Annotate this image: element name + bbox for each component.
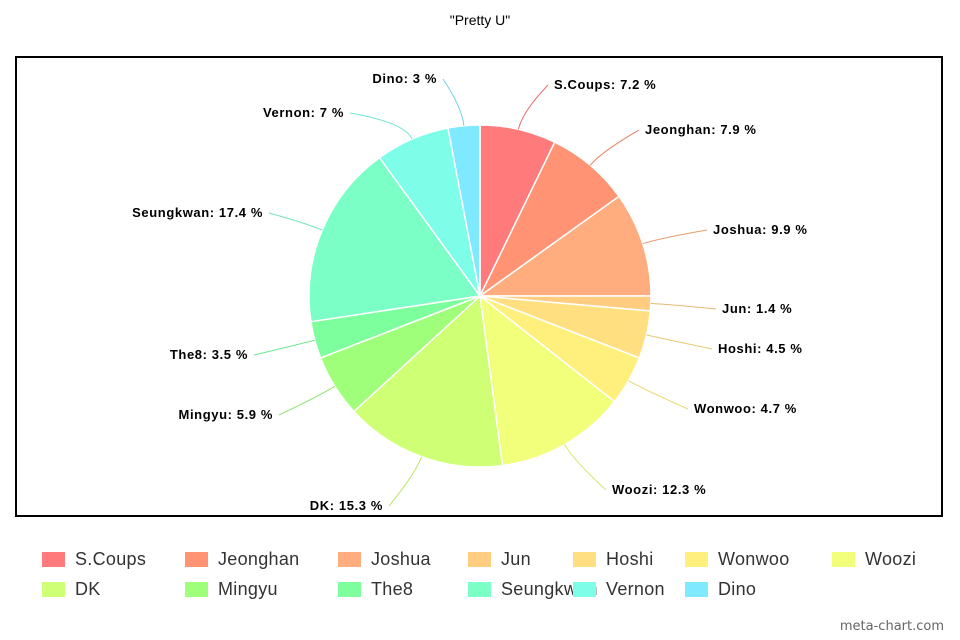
leader-line-the8 bbox=[253, 339, 315, 356]
legend-swatch bbox=[468, 551, 491, 567]
legend-swatch bbox=[42, 551, 65, 567]
slice-label-the8: The8: 3.5 % bbox=[170, 347, 248, 362]
slice-label-jeonghan: Jeonghan: 7.9 % bbox=[645, 122, 757, 137]
legend-swatch bbox=[685, 551, 708, 567]
legend-swatch bbox=[468, 581, 491, 597]
legend-label: Jeonghan bbox=[218, 548, 300, 569]
legend-swatch bbox=[685, 581, 708, 597]
legend-label: The8 bbox=[371, 578, 414, 599]
legend-item-mingyu[interactable]: Mingyu bbox=[185, 578, 278, 600]
legend-item-wonwoo[interactable]: Wonwoo bbox=[685, 548, 790, 570]
legend-label: Hoshi bbox=[606, 548, 654, 569]
leader-line-seungkwan bbox=[268, 212, 323, 231]
legend-label: Woozi bbox=[865, 548, 917, 569]
pie-slice-woozi bbox=[479, 294, 616, 467]
legend-label: S.Coups bbox=[75, 548, 147, 569]
legend-label: DK bbox=[75, 578, 101, 599]
slice-label-woozi: Woozi: 12.3 % bbox=[612, 482, 706, 497]
legend-swatch bbox=[338, 551, 361, 567]
chart-title: "Pretty U" bbox=[449, 12, 511, 28]
legend-swatch bbox=[832, 551, 855, 567]
leader-line-hoshi bbox=[646, 334, 713, 350]
watermark: meta-chart.com bbox=[839, 619, 944, 634]
legend-label: Dino bbox=[718, 578, 757, 599]
leader-line-mingyu bbox=[278, 385, 336, 416]
legend-swatch bbox=[185, 551, 208, 567]
slice-label-s-coups: S.Coups: 7.2 % bbox=[554, 77, 656, 92]
legend-label: Joshua bbox=[371, 548, 431, 569]
legend-item-jeonghan[interactable]: Jeonghan bbox=[185, 548, 299, 570]
slice-label-hoshi: Hoshi: 4.5 % bbox=[718, 341, 803, 356]
legend-swatch bbox=[185, 581, 208, 597]
leader-line-jeonghan bbox=[589, 129, 640, 166]
slice-label-joshua: Joshua: 9.9 % bbox=[713, 222, 808, 237]
legend-item-dk[interactable]: DK bbox=[42, 578, 101, 600]
legend-swatch bbox=[573, 551, 596, 567]
leader-line-joshua bbox=[642, 229, 708, 245]
legend-swatch bbox=[573, 581, 596, 597]
legend-label: Mingyu bbox=[218, 578, 278, 599]
leader-line-woozi bbox=[564, 444, 607, 491]
label-leader-lines bbox=[253, 78, 717, 507]
slice-label-vernon: Vernon: 7 % bbox=[263, 105, 344, 120]
legend-swatch bbox=[42, 581, 65, 597]
slice-label-seungkwan: Seungkwan: 17.4 % bbox=[132, 205, 263, 220]
plot-area-frame bbox=[15, 56, 943, 517]
leader-line-s-coups bbox=[517, 84, 549, 130]
leader-line-jun bbox=[650, 303, 717, 310]
slice-label-dk: DK: 15.3 % bbox=[310, 498, 383, 513]
slice-label-wonwoo: Wonwoo: 4.7 % bbox=[694, 401, 797, 416]
pie-slices bbox=[308, 124, 652, 468]
pie-slice-seungkwan bbox=[308, 156, 482, 323]
slice-label-jun: Jun: 1.4 % bbox=[722, 301, 792, 316]
leader-line-dk bbox=[388, 456, 423, 507]
legend-item-jun[interactable]: Jun bbox=[468, 548, 531, 570]
slice-label-dino: Dino: 3 % bbox=[372, 71, 437, 86]
legend-label: Wonwoo bbox=[718, 548, 790, 569]
slice-labels: S.Coups: 7.2 % Jeonghan: 7.9 % Joshua: 9.9… bbox=[132, 71, 807, 513]
legend-item-s-coups[interactable]: S.Coups bbox=[42, 548, 146, 570]
slice-label-mingyu: Mingyu: 5.9 % bbox=[179, 407, 273, 422]
leader-line-wonwoo bbox=[628, 380, 689, 410]
legend-label: Vernon bbox=[606, 578, 665, 599]
legend-item-dino[interactable]: Dino bbox=[685, 578, 756, 600]
legend-item-joshua[interactable]: Joshua bbox=[338, 548, 431, 570]
legend-item-vernon[interactable]: Vernon bbox=[573, 578, 665, 600]
legend-swatch bbox=[338, 581, 361, 597]
legend-item-woozi[interactable]: Woozi bbox=[832, 548, 916, 570]
leader-line-vernon bbox=[349, 112, 413, 140]
leader-line-dino bbox=[442, 78, 465, 126]
legend-label: Jun bbox=[501, 548, 531, 569]
legend-item-the8[interactable]: The8 bbox=[338, 578, 413, 600]
legend-item-hoshi[interactable]: Hoshi bbox=[573, 548, 654, 570]
